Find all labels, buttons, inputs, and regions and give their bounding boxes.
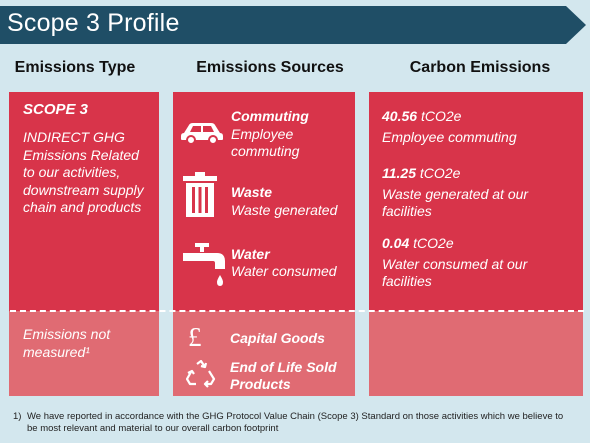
emission-number: 40.56 xyxy=(382,108,418,124)
pound-sign-icon: £ xyxy=(188,322,202,352)
type-panel-measured xyxy=(9,92,159,311)
emission-unit: tCO2e xyxy=(413,235,454,251)
column-header-sources: Emissions Sources xyxy=(196,59,344,76)
page-title: Scope 3 Profile xyxy=(7,9,180,37)
emission-description-commuting: Employee commuting xyxy=(382,129,517,145)
footnote-number: 1) xyxy=(13,411,22,422)
source-title-waste: Waste xyxy=(231,184,272,200)
sources-panel-unmeasured xyxy=(173,311,355,396)
car-icon xyxy=(180,120,224,149)
water-tap-icon xyxy=(183,243,227,296)
source-title-water: Water xyxy=(231,246,270,262)
trash-bin-icon xyxy=(182,172,218,223)
emissions-not-measured: Emissions not measured¹ xyxy=(23,326,111,360)
capital-goods-label: Capital Goods xyxy=(230,330,325,346)
emission-description-water: Water consumed at our facilities xyxy=(382,256,528,289)
title-banner: Scope 3 Profile xyxy=(0,6,590,44)
source-title-commuting: Commuting xyxy=(231,108,309,124)
carbon-panel-measured xyxy=(369,92,583,311)
emission-value-water: 0.04 tCO2e xyxy=(382,235,454,251)
source-subtitle-commuting: Employee commuting xyxy=(231,126,300,159)
recycle-icon xyxy=(185,359,216,393)
end-of-life-label: End of Life Sold Products xyxy=(230,359,337,392)
carbon-panel-unmeasured xyxy=(369,311,583,396)
footnote-text: We have reported in accordance with the … xyxy=(27,411,564,434)
emission-number: 11.25 xyxy=(382,165,416,181)
emission-value-commuting: 40.56 tCO2e xyxy=(382,108,461,124)
measured-divider xyxy=(10,310,584,312)
source-subtitle-waste: Waste generated xyxy=(231,202,338,218)
column-header-type: Emissions Type xyxy=(14,59,136,76)
emission-description-waste: Waste generated at our facilities xyxy=(382,186,529,219)
emission-unit: tCO2e xyxy=(419,165,461,181)
type-panel-unmeasured xyxy=(9,311,159,396)
scope-title: SCOPE 3 xyxy=(23,101,89,118)
banner-arrow-shape xyxy=(0,6,586,44)
emission-value-waste: 11.25 tCO2e xyxy=(382,165,460,181)
emission-unit: tCO2e xyxy=(420,108,462,124)
source-subtitle-water: Water consumed xyxy=(231,263,337,279)
scope-description: INDIRECT GHG Emissions Related to our ac… xyxy=(23,129,144,215)
column-header-carbon: Carbon Emissions xyxy=(409,59,551,76)
emission-number: 0.04 xyxy=(382,235,410,251)
